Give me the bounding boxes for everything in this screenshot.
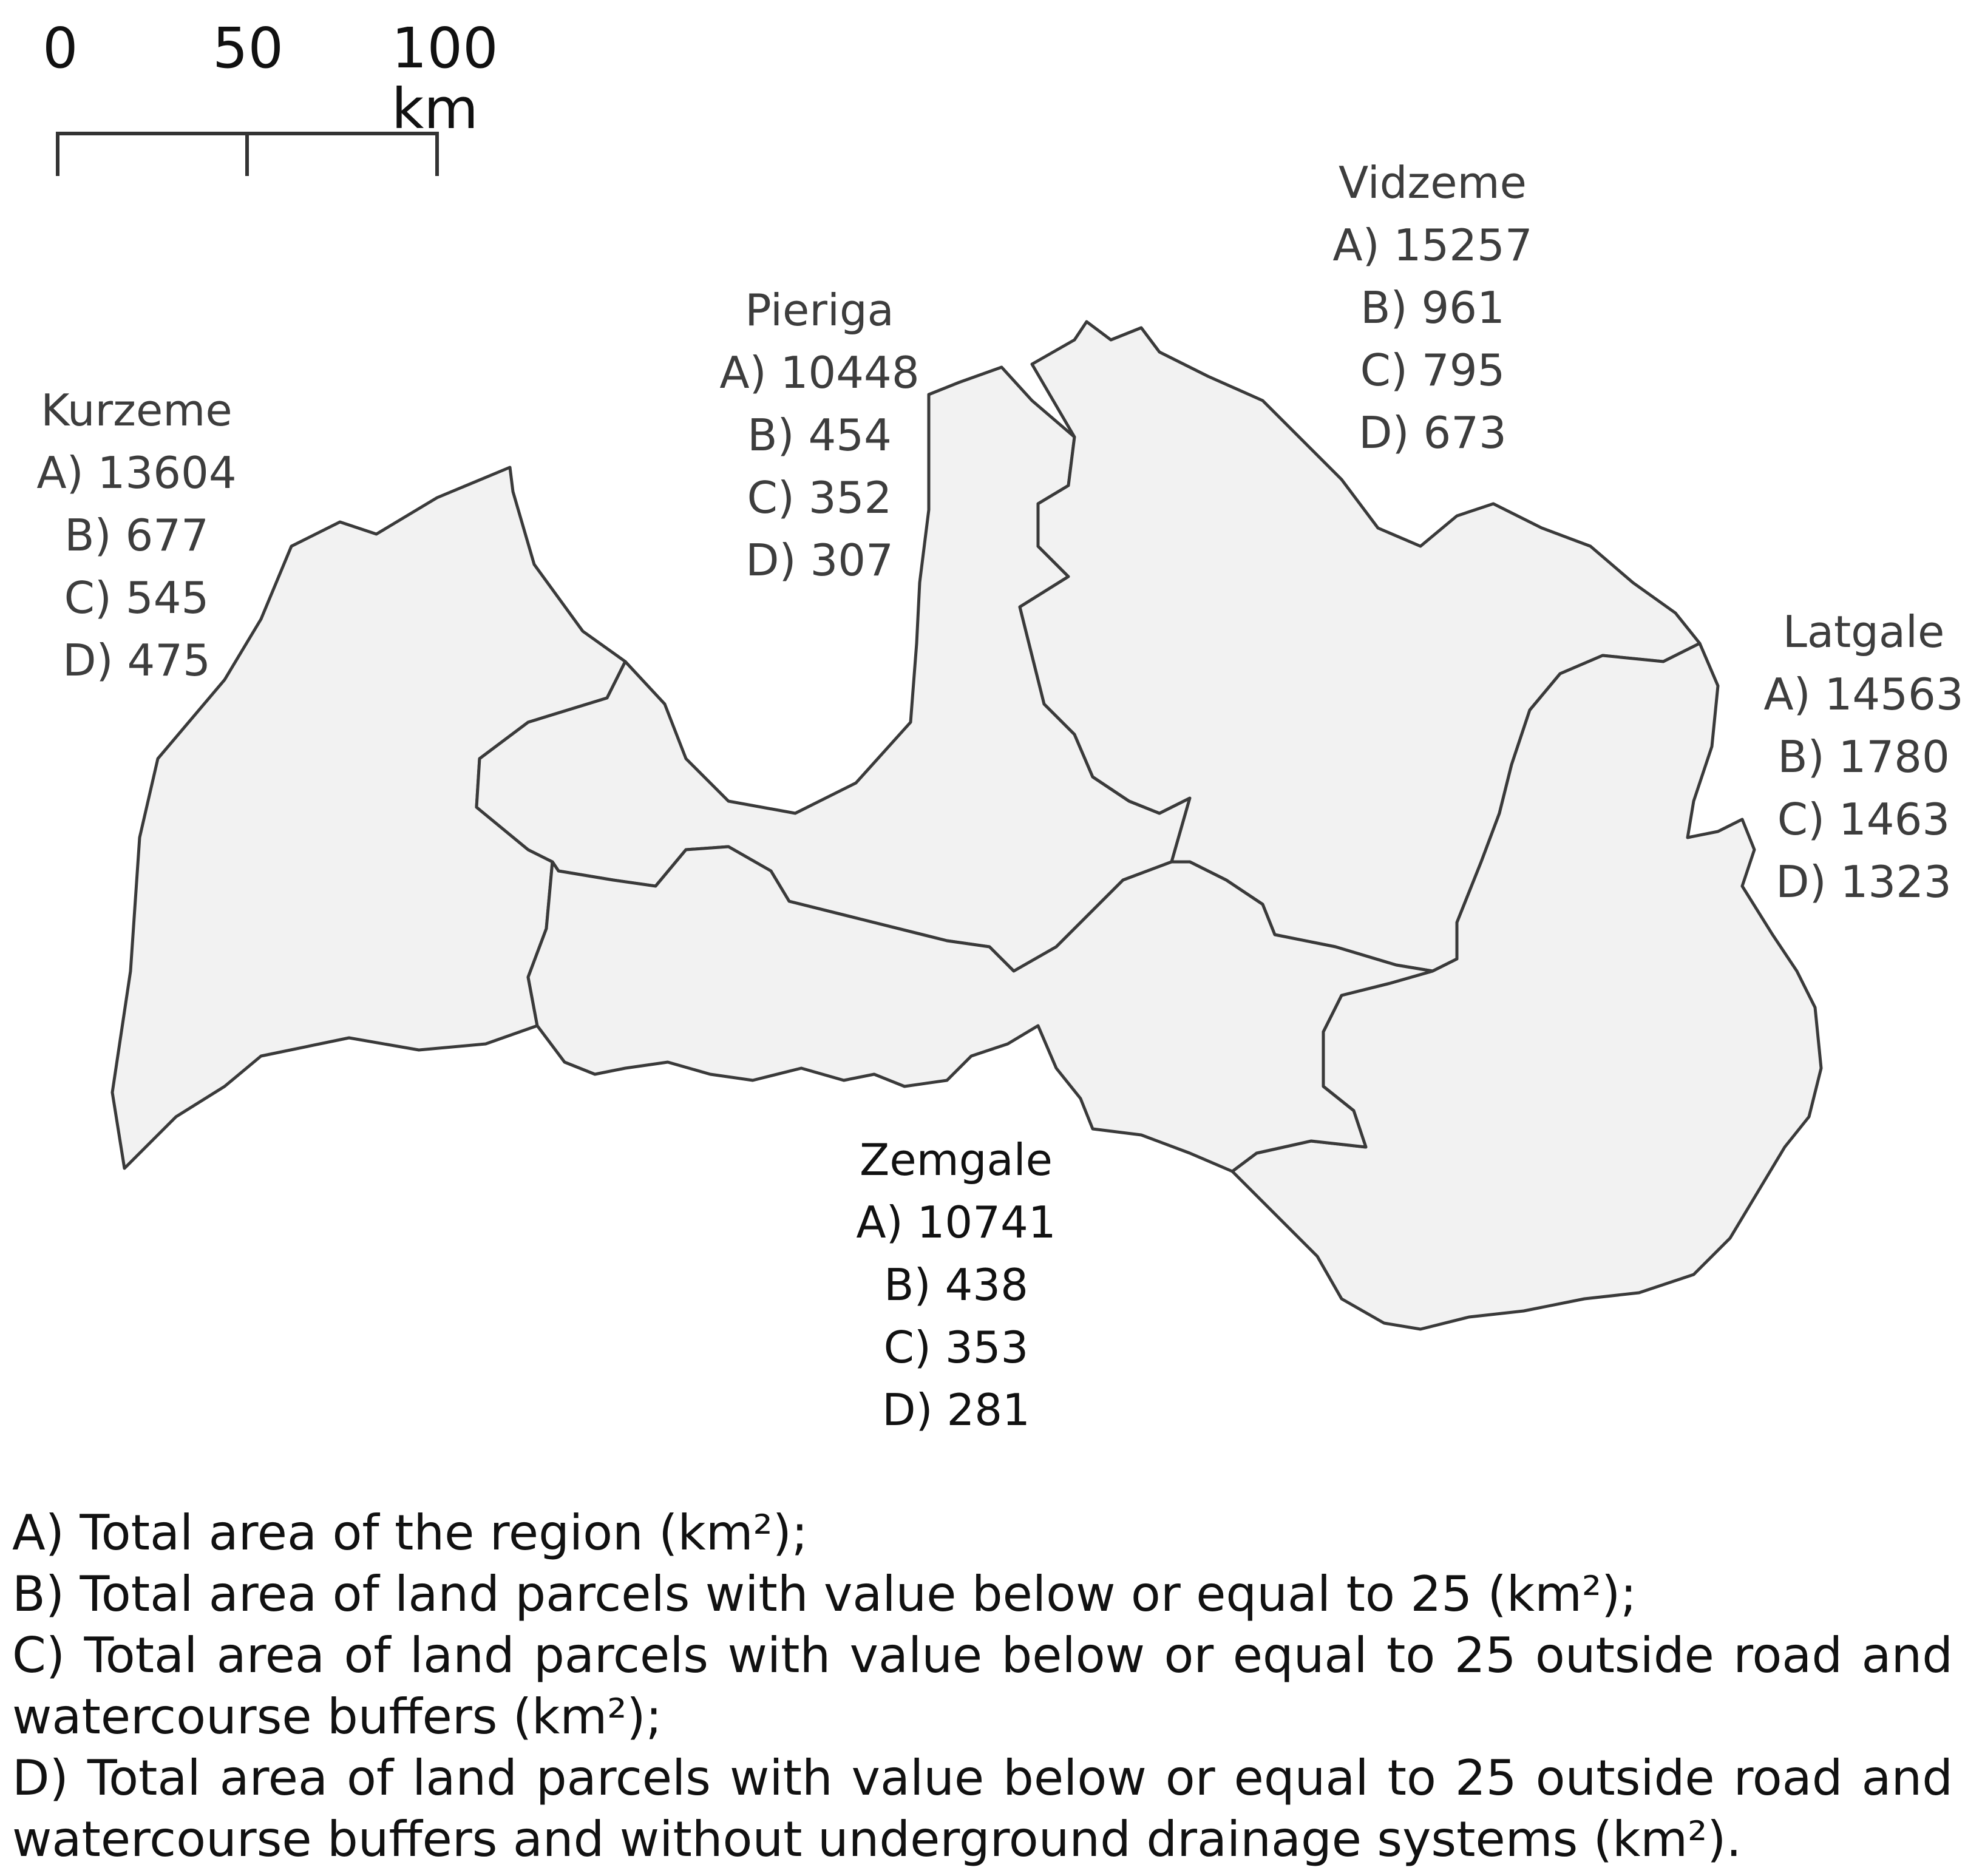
region-latgale: [1230, 642, 1823, 1331]
region-value-b: B) 1780: [1777, 731, 1950, 782]
region-value-d: D) 475: [63, 635, 211, 686]
region-value-a: A) 13604: [36, 447, 237, 498]
legend-item-a: A) Total area of the region (km²);: [12, 1505, 808, 1561]
scale-bar: 0 50 100 km: [36, 16, 498, 176]
region-value-c: C) 353: [883, 1322, 1029, 1373]
region-value-d: D) 281: [882, 1384, 1030, 1435]
region-value-c: C) 545: [64, 572, 209, 623]
region-value-a: A) 10448: [719, 347, 920, 398]
region-value-c: C) 352: [747, 472, 892, 523]
scale-label-50: 50: [212, 16, 284, 81]
region-value-b: B) 677: [64, 510, 209, 561]
region-value-c: C) 795: [1360, 345, 1505, 396]
scale-label-0: 0: [42, 16, 78, 81]
legend-item-d: D) Total area of land parcels with value…: [12, 1750, 1953, 1868]
region-value-a: A) 14563: [1763, 669, 1964, 720]
region-value-d: D) 307: [745, 535, 894, 586]
region-value-b: B) 454: [747, 410, 892, 461]
scale-bar-line: [56, 132, 439, 176]
region-label-zemgale: Zemgale A) 10741 B) 438 C) 353 D) 281: [853, 1129, 1059, 1441]
region-value-d: D) 1323: [1776, 856, 1952, 907]
region-label-pieriga: Pieriga A) 10448 B) 454 C) 352 D) 307: [710, 279, 929, 592]
region-name: Latgale: [1782, 606, 1945, 657]
legend-item-b: B) Total area of land parcels with value…: [12, 1566, 1637, 1622]
region-value-a: A) 10741: [856, 1197, 1056, 1248]
legend-item-c: C) Total area of land parcels with value…: [12, 1627, 1953, 1745]
region-value-b: B) 961: [1360, 282, 1505, 333]
region-value-d: D) 673: [1359, 407, 1507, 458]
region-label-vidzeme: Vidzeme A) 15257 B) 961 C) 795 D) 673: [1317, 152, 1548, 464]
region-value-c: C) 1463: [1777, 794, 1950, 845]
region-zemgale: [526, 845, 1434, 1173]
legend: A) Total area of the region (km²); B) To…: [12, 1502, 1953, 1870]
region-value-b: B) 438: [884, 1259, 1028, 1310]
region-name: Pieriga: [745, 285, 894, 336]
region-name: Zemgale: [860, 1134, 1053, 1185]
region-label-kurzeme: Kurzeme A) 13604 B) 677 C) 545 D) 475: [24, 379, 249, 692]
latvia-regions-map: [110, 320, 1823, 1331]
scale-label-100: 100 km: [392, 16, 498, 141]
region-name: Vidzeme: [1339, 157, 1527, 208]
region-label-latgale: Latgale A) 14563 B) 1780 C) 1463 D) 1323: [1763, 601, 1964, 913]
region-value-a: A) 15257: [1332, 220, 1533, 271]
region-name: Kurzeme: [41, 385, 232, 436]
